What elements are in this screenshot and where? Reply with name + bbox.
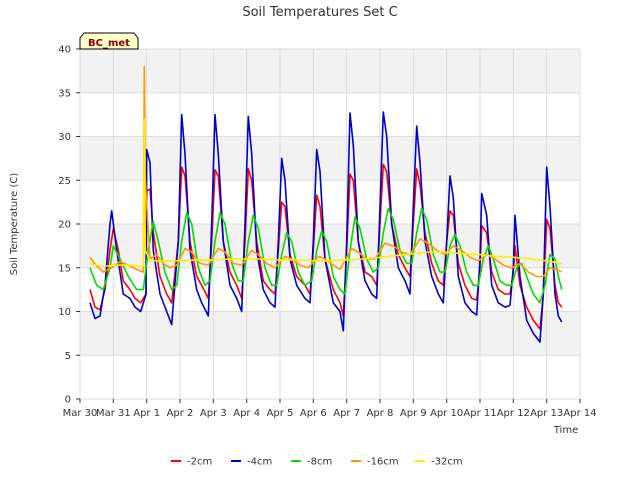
x-axis-label: Time bbox=[553, 425, 578, 436]
x-tick-label: Apr 10 bbox=[430, 408, 463, 419]
grid-lines bbox=[79, 48, 581, 400]
badge-label: BC_met bbox=[88, 38, 130, 49]
legend-label: -4cm bbox=[247, 457, 272, 468]
legend-label: -16cm bbox=[367, 457, 399, 468]
x-tick-label: Apr 14 bbox=[563, 408, 596, 419]
x-tick-label: Mar 30 bbox=[63, 408, 98, 419]
y-tick-label: 0 bbox=[65, 395, 71, 406]
x-tick-label: Apr 8 bbox=[367, 408, 394, 419]
y-tick-label: 40 bbox=[58, 45, 71, 56]
x-tick-label: Apr 7 bbox=[333, 408, 360, 419]
series-line-8cmcm bbox=[89, 207, 563, 304]
x-tick-label: Apr 12 bbox=[497, 408, 530, 419]
x-tick-label: Apr 13 bbox=[530, 408, 563, 419]
x-tick-label: Apr 9 bbox=[400, 408, 427, 419]
series-line-32cmcm bbox=[89, 118, 562, 267]
station-badge: BC_met bbox=[79, 32, 139, 50]
y-tick-label: 20 bbox=[58, 220, 71, 231]
plot-band bbox=[80, 311, 580, 356]
series-line-2cmcm bbox=[89, 163, 563, 330]
x-tick-label: Mar 31 bbox=[96, 408, 131, 419]
x-tick-label: Apr 11 bbox=[463, 408, 496, 419]
badge-shape bbox=[79, 32, 139, 50]
y-tick-label: 5 bbox=[65, 351, 71, 362]
x-tick-label: Apr 4 bbox=[233, 408, 260, 419]
plot-band bbox=[80, 92, 580, 137]
y-tick-label: 30 bbox=[58, 132, 71, 143]
y-tick-label: 10 bbox=[58, 307, 71, 318]
y-axis-ticks: 0 5 10 15 20 25 30 35 40 bbox=[58, 45, 80, 406]
chart-title: Soil Temperatures Set C bbox=[242, 5, 397, 20]
legend-label: -2cm bbox=[187, 457, 212, 468]
legend-label: -32cm bbox=[431, 457, 463, 468]
series-lines bbox=[89, 65, 563, 343]
plot-band bbox=[80, 136, 580, 181]
x-tick-label: Apr 1 bbox=[133, 408, 160, 419]
y-tick-label: 25 bbox=[58, 176, 71, 187]
plot-band bbox=[80, 355, 580, 399]
x-tick-label: Apr 2 bbox=[167, 408, 194, 419]
y-tick-label: 15 bbox=[58, 263, 71, 274]
series-line-4cmcm bbox=[89, 111, 563, 343]
legend-label: -8cm bbox=[307, 457, 332, 468]
x-tick-label: Apr 6 bbox=[300, 408, 327, 419]
plot-band bbox=[80, 49, 580, 93]
plot-background bbox=[80, 49, 580, 399]
x-tick-label: Apr 3 bbox=[200, 408, 227, 419]
legend: -2cm -4cm -8cm -16cm -32cm bbox=[171, 457, 463, 468]
y-tick-label: 35 bbox=[58, 88, 71, 99]
y-axis-label: Soil Temperature (C) bbox=[9, 173, 20, 276]
x-tick-label: Apr 5 bbox=[267, 408, 294, 419]
plot-band bbox=[80, 180, 580, 224]
